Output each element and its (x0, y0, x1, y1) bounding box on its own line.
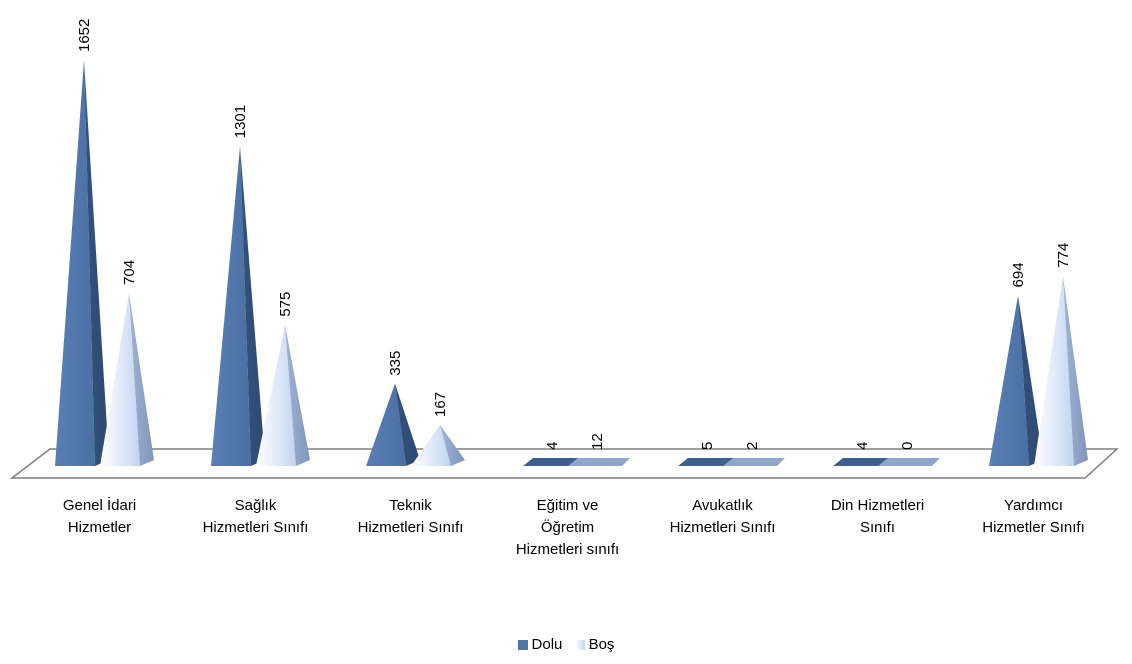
value-label-dolu-6: 4 (854, 442, 871, 450)
value-label-dolu-7: 694 (1010, 262, 1027, 287)
pyramid-bos-6 (878, 458, 940, 466)
category-label-3-line-1: Teknik (389, 497, 432, 514)
category-label-4-line-1: Eğitim ve (537, 497, 599, 514)
pyramid-bos-7 (1034, 275, 1088, 466)
pyramid-front-bos-2 (256, 324, 296, 466)
category-label-7: Yardımcı Hizmetler Sınıfı (982, 497, 1085, 536)
legend: Dolu Boş (0, 636, 1132, 654)
pyramid-bos-5 (723, 458, 785, 466)
category-label-2-line-1: Sağlık (235, 497, 277, 514)
value-label-bos-1: 704 (121, 260, 138, 285)
value-label-dolu-3: 335 (387, 351, 404, 376)
value-label-bos-2: 575 (277, 292, 294, 317)
pyramid-side-dolu-3 (395, 383, 420, 466)
category-label-7-line-1: Yardımcı (1004, 497, 1063, 514)
category-label-6: Din Hizmetleri Sınıfı (831, 497, 924, 536)
category-label-3-line-2: Hizmetleri Sınıfı (358, 519, 464, 536)
pyramid-front-dolu-2 (211, 146, 251, 467)
pyramid-base-dolu-5 (678, 458, 740, 466)
pyramid-bos-1 (100, 292, 154, 466)
value-label-dolu-2: 1301 (232, 105, 249, 138)
value-label-bos-5: 2 (744, 442, 761, 450)
pyramid-base-bos-4 (568, 458, 630, 466)
pyramid-front-bos-7 (1034, 275, 1074, 466)
legend-label-dolu: Dolu (531, 636, 563, 653)
pyramid-base-dolu-6 (833, 458, 895, 466)
category-label-5-line-1: Avukatlık (692, 497, 753, 514)
legend-swatch-bos (574, 639, 585, 650)
pyramid-side-dolu-7 (1018, 295, 1043, 466)
category-label-3: Teknik Hizmetleri Sınıfı (358, 497, 464, 536)
category-label-2: Sağlık Hizmetleri Sınıfı (203, 497, 309, 536)
value-label-dolu-4: 4 (544, 442, 561, 450)
category-label-5: Avukatlık Hizmetleri Sınıfı (670, 497, 776, 536)
value-label-bos-7: 774 (1055, 243, 1072, 268)
category-label-5-line-2: Hizmetleri Sınıfı (670, 519, 776, 536)
pyramid-front-dolu-1 (55, 60, 95, 466)
pyramid-front-bos-1 (100, 292, 140, 466)
pyramid-bos-4 (568, 458, 630, 466)
pyramid-dolu-5 (678, 458, 740, 466)
category-label-1-line-1: Genel İdari (63, 496, 136, 514)
legend-label-bos: Boş (588, 636, 615, 653)
pyramid-side-dolu-1 (84, 60, 109, 466)
pyramid-dolu-3 (366, 383, 420, 466)
pyramid-dolu-1 (55, 60, 109, 466)
legend-item-dolu: Dolu (517, 636, 563, 653)
pyramid-dolu-6 (833, 458, 895, 466)
value-label-bos-3: 167 (432, 392, 449, 417)
category-label-6-line-1: Din Hizmetleri (831, 497, 924, 514)
pyramid-front-dolu-3 (366, 383, 406, 466)
pyramid-side-bos-3 (440, 424, 465, 466)
category-label-6-line-2: Sınıfı (860, 519, 895, 536)
pyramid-side-bos-1 (129, 292, 154, 466)
pyramid-front-dolu-7 (989, 295, 1029, 466)
pyramid-front-bos-3 (411, 424, 451, 466)
value-label-dolu-1: 1652 (76, 19, 93, 52)
category-label-4-line-3: Hizmetleri sınıfı (516, 541, 619, 558)
pyramid-dolu-2 (211, 146, 265, 467)
legend-item-bos: Boş (574, 636, 615, 653)
pyramid-dolu-7 (989, 295, 1043, 466)
category-label-7-line-2: Hizmetler Sınıfı (982, 519, 1085, 536)
legend-swatch-dolu (517, 639, 528, 650)
value-label-bos-6: 0 (899, 442, 916, 450)
category-label-4-line-2: Öğretim (541, 518, 594, 536)
pyramid-dolu-4 (523, 458, 585, 466)
category-label-4: Eğitim ve Öğretim Hizmetleri sınıfı (516, 497, 619, 558)
pyramid-bos-3 (411, 424, 465, 466)
pyramid-base-bos-6 (878, 458, 940, 466)
pyramid-bos-2 (256, 324, 310, 466)
pyramid-side-dolu-2 (240, 146, 265, 467)
pyramid-side-bos-2 (285, 324, 310, 466)
pyramid-base-dolu-4 (523, 458, 585, 466)
pyramid-side-bos-7 (1063, 275, 1088, 466)
category-label-1: Genel İdari Hizmetler (63, 496, 136, 536)
category-label-2-line-2: Hizmetleri Sınıfı (203, 519, 309, 536)
pyramid-base-bos-5 (723, 458, 785, 466)
category-label-1-line-2: Hizmetler (68, 519, 131, 536)
value-label-dolu-5: 5 (699, 442, 716, 450)
value-label-bos-4: 12 (589, 433, 606, 450)
